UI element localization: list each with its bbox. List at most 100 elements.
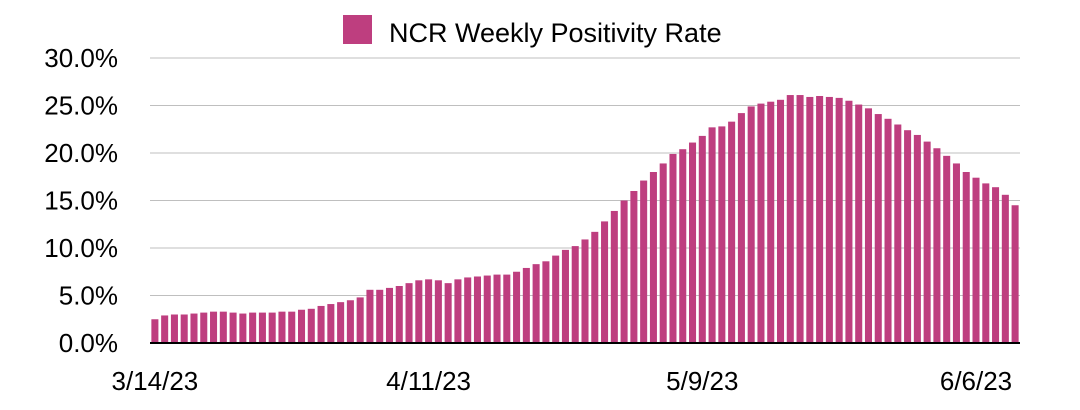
bar — [571, 246, 579, 343]
bar — [239, 313, 247, 343]
bar — [659, 163, 667, 343]
bar — [200, 312, 208, 343]
y-tick-label: 5.0% — [59, 281, 118, 311]
legend-swatch — [343, 15, 372, 44]
bar — [610, 210, 618, 343]
bar — [816, 96, 824, 343]
bar — [542, 261, 550, 343]
bar — [698, 135, 706, 343]
bar — [288, 311, 296, 343]
bar — [346, 300, 354, 343]
bar — [298, 309, 306, 343]
bar — [630, 191, 638, 343]
bar — [161, 315, 169, 343]
bar — [170, 314, 178, 343]
bar — [356, 297, 364, 343]
y-tick-label: 0.0% — [59, 328, 118, 358]
bar — [757, 103, 765, 343]
bar — [385, 287, 394, 343]
bar — [904, 130, 912, 343]
y-tick-label: 20.0% — [44, 138, 118, 168]
bar — [972, 177, 980, 343]
bar — [425, 279, 433, 343]
bar — [591, 231, 599, 343]
bar — [835, 97, 843, 344]
bar — [307, 308, 315, 343]
bar — [649, 172, 657, 343]
y-tick-label: 10.0% — [44, 233, 118, 263]
bar — [249, 312, 257, 343]
bar — [473, 276, 481, 343]
bar-series — [151, 95, 1019, 344]
bar — [415, 280, 423, 343]
bar — [337, 302, 345, 343]
x-tick-label: 6/6/23 — [940, 366, 1012, 396]
y-axis-tick-labels: 0.0% 5.0% 10.0% 15.0% 20.0% 25.0% 30.0% — [44, 43, 118, 358]
bar — [395, 286, 403, 343]
bar — [982, 183, 990, 343]
y-tick-label: 15.0% — [44, 186, 118, 216]
bar — [825, 96, 833, 343]
bar — [268, 312, 276, 343]
bar — [992, 187, 1000, 343]
bar — [737, 113, 745, 343]
y-tick-label: 25.0% — [44, 91, 118, 121]
bar — [513, 271, 521, 343]
bar — [180, 314, 188, 343]
bar — [219, 311, 227, 343]
bar — [454, 279, 462, 343]
bar — [317, 305, 325, 343]
bar — [855, 104, 863, 343]
bar — [190, 313, 198, 343]
bar — [874, 114, 882, 343]
bar — [366, 289, 374, 343]
bar — [962, 172, 970, 343]
bar — [493, 274, 501, 343]
bar — [913, 134, 921, 343]
bar — [434, 280, 442, 343]
x-tick-label: 4/11/23 — [386, 366, 471, 396]
bar — [405, 283, 413, 343]
bar — [151, 319, 159, 343]
bar — [864, 108, 872, 343]
bar — [581, 239, 589, 343]
bar — [640, 180, 648, 343]
legend-label: NCR Weekly Positivity Rate — [389, 18, 722, 48]
bar — [503, 274, 511, 343]
bar — [845, 100, 853, 343]
x-tick-label: 5/9/23 — [666, 366, 738, 396]
bar — [923, 141, 931, 343]
bar — [894, 124, 902, 343]
bar — [376, 289, 384, 343]
y-tick-label: 30.0% — [44, 43, 118, 73]
bar — [679, 149, 687, 343]
bar — [786, 95, 794, 343]
bar — [561, 249, 569, 343]
bar — [1011, 205, 1019, 343]
bar — [728, 121, 736, 344]
bar — [669, 153, 677, 343]
bar — [464, 277, 472, 343]
legend[interactable]: NCR Weekly Positivity Rate — [343, 15, 722, 48]
bar — [258, 312, 266, 343]
bar — [884, 118, 892, 343]
bar — [483, 275, 491, 343]
bar — [943, 155, 951, 343]
bar — [718, 126, 726, 344]
bar — [522, 267, 530, 343]
bar — [210, 311, 218, 343]
bar — [933, 148, 941, 343]
bar — [620, 200, 628, 343]
bar — [278, 311, 286, 343]
x-tick-label: 3/14/23 — [112, 366, 199, 396]
bar — [552, 255, 560, 343]
x-axis-tick-labels: 3/14/23 4/11/23 5/9/23 6/6/23 — [112, 366, 1013, 396]
bar — [952, 163, 960, 343]
bar — [796, 95, 804, 343]
bar — [708, 127, 716, 343]
bar — [229, 312, 237, 343]
bar — [747, 106, 755, 343]
bar — [327, 304, 335, 343]
bar — [806, 96, 814, 343]
